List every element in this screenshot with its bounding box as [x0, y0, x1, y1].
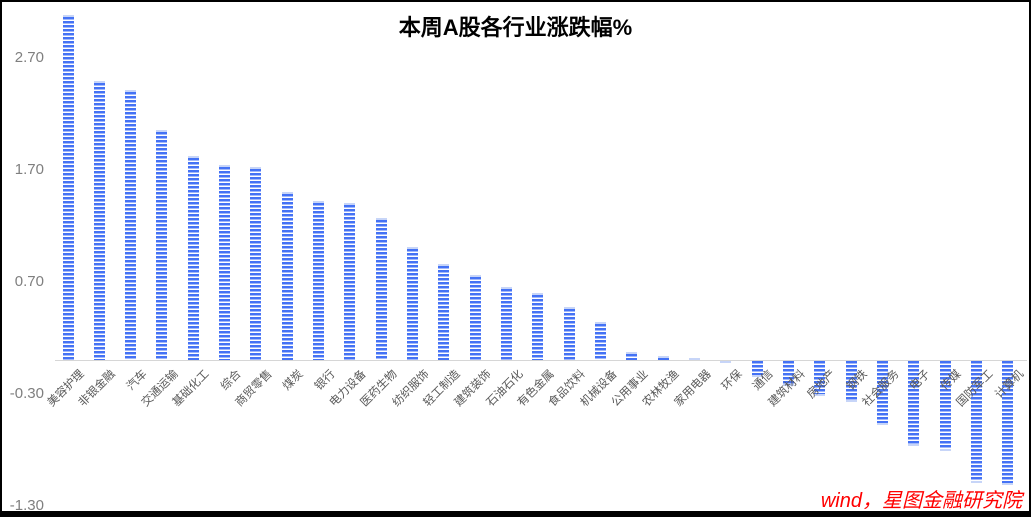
bar — [689, 357, 701, 360]
bar — [125, 90, 137, 360]
bar — [93, 81, 105, 360]
y-axis-tick-label: -0.30 — [9, 384, 44, 402]
bar — [407, 246, 419, 360]
bar — [281, 192, 293, 360]
x-axis-label: 煤炭 — [281, 368, 306, 393]
bar — [375, 217, 387, 360]
frame-border-left — [0, 0, 2, 517]
bar — [532, 292, 544, 360]
bar — [563, 307, 575, 360]
bar — [783, 361, 795, 386]
bar — [814, 361, 826, 396]
bar — [877, 361, 889, 425]
bar — [344, 203, 356, 360]
bar — [1002, 361, 1014, 486]
bar — [501, 287, 513, 360]
bar — [313, 200, 325, 360]
y-axis-tick-label: -1.30 — [9, 496, 44, 514]
source-attribution: wind，星图金融研究院 — [820, 490, 1022, 512]
bar — [720, 361, 732, 363]
bar — [595, 321, 607, 360]
bar — [187, 156, 199, 360]
bar — [657, 355, 669, 360]
bar — [939, 361, 951, 451]
bar — [62, 15, 74, 360]
bar — [156, 130, 168, 360]
bar — [626, 352, 638, 360]
chart-title: 本周A股各行业涨跌幅% — [398, 15, 633, 40]
y-axis-tick-label: 1.70 — [14, 160, 44, 178]
bar — [438, 263, 450, 360]
bar — [751, 361, 763, 377]
bar — [845, 361, 857, 403]
x-axis-line — [55, 360, 1027, 361]
bar — [971, 361, 983, 484]
bar — [250, 167, 262, 360]
frame-border-bottom — [0, 511, 1031, 517]
x-axis-label: 房地产 — [805, 368, 839, 402]
frame-border-top — [0, 0, 1031, 2]
y-axis-tick-label: 0.70 — [14, 272, 44, 290]
bar — [219, 165, 231, 360]
frame-border-right — [1029, 0, 1031, 517]
bar — [908, 361, 920, 447]
x-axis-label: 环保 — [719, 368, 745, 393]
y-axis-tick-label: 2.70 — [14, 48, 44, 66]
bar — [469, 274, 481, 360]
